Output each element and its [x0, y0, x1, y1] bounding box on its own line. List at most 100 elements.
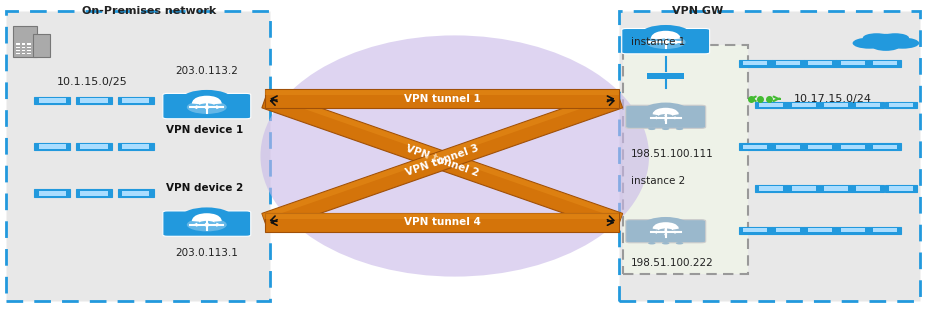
Text: ⊞: ⊞ — [19, 31, 31, 46]
Circle shape — [852, 37, 885, 49]
FancyBboxPatch shape — [807, 144, 832, 149]
FancyBboxPatch shape — [743, 61, 767, 66]
FancyBboxPatch shape — [21, 46, 25, 48]
FancyBboxPatch shape — [6, 11, 270, 301]
FancyBboxPatch shape — [775, 61, 799, 66]
Circle shape — [186, 100, 226, 114]
FancyBboxPatch shape — [851, 185, 883, 192]
FancyBboxPatch shape — [625, 105, 705, 128]
Circle shape — [862, 33, 890, 42]
Polygon shape — [261, 90, 617, 219]
FancyBboxPatch shape — [856, 103, 880, 107]
FancyBboxPatch shape — [758, 103, 782, 107]
Text: VPN device 1: VPN device 1 — [166, 125, 243, 135]
Text: VPN tunnel 4: VPN tunnel 4 — [403, 217, 480, 227]
Circle shape — [885, 37, 919, 49]
FancyBboxPatch shape — [787, 102, 819, 108]
FancyBboxPatch shape — [755, 102, 786, 108]
FancyBboxPatch shape — [771, 144, 803, 150]
FancyBboxPatch shape — [34, 143, 70, 150]
FancyBboxPatch shape — [16, 43, 19, 45]
FancyBboxPatch shape — [856, 186, 880, 191]
Circle shape — [661, 242, 668, 245]
FancyBboxPatch shape — [34, 189, 70, 197]
FancyBboxPatch shape — [823, 186, 847, 191]
Text: 203.0.113.2: 203.0.113.2 — [175, 66, 238, 76]
FancyBboxPatch shape — [743, 144, 767, 149]
FancyBboxPatch shape — [27, 53, 31, 54]
FancyBboxPatch shape — [118, 189, 154, 197]
FancyBboxPatch shape — [121, 144, 149, 149]
FancyBboxPatch shape — [16, 53, 19, 54]
FancyBboxPatch shape — [851, 102, 883, 108]
Polygon shape — [261, 90, 622, 232]
FancyBboxPatch shape — [76, 189, 112, 197]
FancyBboxPatch shape — [739, 227, 770, 234]
FancyBboxPatch shape — [13, 26, 36, 57]
FancyBboxPatch shape — [121, 98, 149, 103]
Polygon shape — [261, 90, 622, 232]
FancyBboxPatch shape — [823, 103, 847, 107]
FancyBboxPatch shape — [771, 60, 803, 66]
FancyBboxPatch shape — [162, 211, 250, 236]
FancyBboxPatch shape — [743, 228, 767, 232]
Text: 10.1.15.0/25: 10.1.15.0/25 — [57, 77, 128, 87]
FancyBboxPatch shape — [27, 46, 31, 48]
FancyBboxPatch shape — [646, 72, 683, 79]
FancyBboxPatch shape — [618, 11, 920, 301]
FancyBboxPatch shape — [835, 144, 868, 150]
FancyBboxPatch shape — [16, 46, 19, 48]
FancyBboxPatch shape — [121, 191, 149, 196]
Circle shape — [881, 33, 908, 42]
FancyBboxPatch shape — [39, 144, 66, 149]
FancyBboxPatch shape — [888, 103, 911, 107]
Text: 203.0.113.1: 203.0.113.1 — [175, 248, 238, 258]
FancyBboxPatch shape — [27, 50, 31, 51]
FancyBboxPatch shape — [771, 227, 803, 234]
FancyBboxPatch shape — [835, 227, 868, 234]
FancyBboxPatch shape — [791, 186, 815, 191]
FancyBboxPatch shape — [118, 97, 154, 104]
Circle shape — [647, 128, 654, 130]
Circle shape — [862, 34, 908, 49]
Text: instance 1: instance 1 — [629, 37, 684, 46]
FancyBboxPatch shape — [81, 191, 108, 196]
FancyBboxPatch shape — [883, 185, 916, 192]
Circle shape — [186, 218, 226, 232]
Circle shape — [647, 242, 654, 245]
FancyBboxPatch shape — [787, 185, 819, 192]
Circle shape — [675, 242, 682, 245]
Text: 198.51.100.222: 198.51.100.222 — [629, 258, 713, 268]
Polygon shape — [265, 213, 618, 219]
FancyBboxPatch shape — [21, 53, 25, 54]
FancyBboxPatch shape — [39, 98, 66, 103]
FancyBboxPatch shape — [162, 93, 250, 119]
Polygon shape — [265, 89, 618, 108]
FancyBboxPatch shape — [840, 228, 864, 232]
FancyBboxPatch shape — [883, 102, 916, 108]
FancyBboxPatch shape — [840, 61, 864, 66]
Text: VPN tunnel 2: VPN tunnel 2 — [404, 143, 479, 178]
Circle shape — [645, 36, 685, 49]
FancyBboxPatch shape — [868, 227, 900, 234]
FancyBboxPatch shape — [775, 144, 799, 149]
FancyBboxPatch shape — [819, 102, 851, 108]
Text: instance 2: instance 2 — [629, 176, 684, 186]
FancyBboxPatch shape — [32, 34, 49, 57]
FancyBboxPatch shape — [888, 186, 911, 191]
FancyBboxPatch shape — [872, 144, 896, 149]
FancyBboxPatch shape — [21, 50, 25, 51]
Polygon shape — [265, 90, 618, 95]
FancyBboxPatch shape — [739, 144, 770, 150]
Circle shape — [675, 128, 682, 130]
FancyBboxPatch shape — [625, 220, 705, 243]
FancyBboxPatch shape — [118, 143, 154, 150]
Text: On-Premises network: On-Premises network — [83, 6, 216, 16]
FancyBboxPatch shape — [803, 227, 835, 234]
Text: VPN device 2: VPN device 2 — [166, 183, 243, 193]
Text: 10.17.15.0/24: 10.17.15.0/24 — [793, 94, 870, 104]
FancyBboxPatch shape — [76, 97, 112, 104]
FancyBboxPatch shape — [39, 191, 66, 196]
FancyBboxPatch shape — [868, 60, 900, 66]
FancyBboxPatch shape — [755, 185, 786, 192]
